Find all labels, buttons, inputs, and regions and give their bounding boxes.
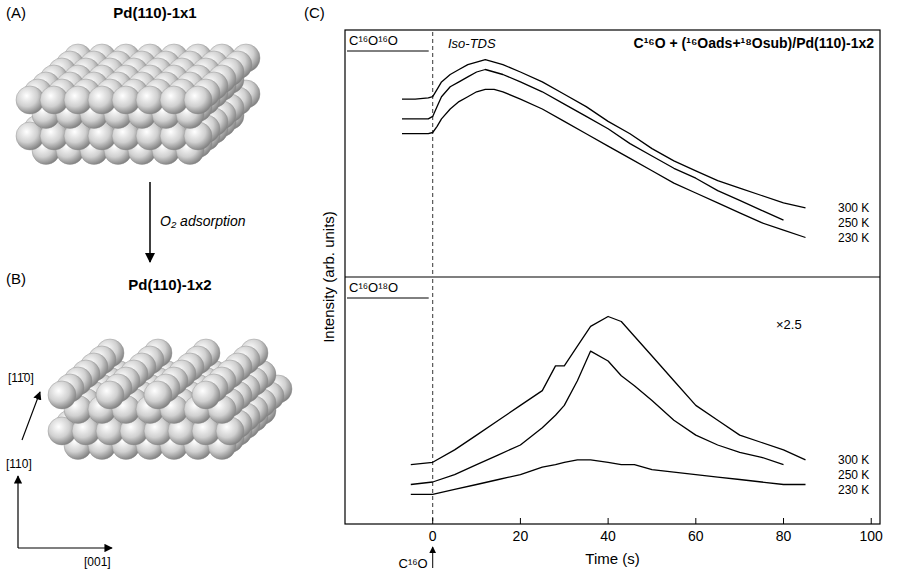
panel-title: C¹⁶O¹⁸O — [349, 280, 398, 295]
panel-letter: (C) — [304, 4, 325, 21]
x-tick — [432, 518, 433, 524]
x-tick-label: 100 — [860, 528, 884, 544]
series-label: 300 K — [838, 201, 869, 215]
atom — [192, 381, 220, 409]
x-tick — [520, 518, 521, 524]
x-tick-label: 80 — [776, 528, 792, 544]
panel-b: (B) Pd(110)-1x2 — [6, 270, 292, 460]
chart-title: C¹⁶O + (¹⁶Oads+¹⁸Osub)/Pd(110)-1x2 — [634, 35, 875, 51]
panel-title: Pd(110)-1x1 — [113, 4, 196, 21]
x-tick-label: 20 — [513, 528, 529, 544]
y-axis-title: Intensity (arb. units) — [320, 211, 337, 343]
atom — [96, 381, 124, 409]
dose-line — [432, 32, 433, 275]
series-label: 250 K — [838, 216, 869, 230]
dose-arrow — [432, 547, 433, 568]
dose-line — [432, 279, 433, 522]
scale-factor: ×2.5 — [776, 317, 802, 332]
series-group — [411, 317, 806, 495]
series-label: 300 K — [838, 453, 869, 467]
direction-arrow — [18, 547, 112, 548]
direction-arrow — [22, 392, 40, 440]
x-tick — [608, 518, 609, 524]
x-tick — [695, 518, 696, 524]
panel-title-rule — [347, 51, 429, 52]
atom — [40, 86, 68, 114]
atom — [16, 86, 44, 114]
x-tick-label: 60 — [688, 528, 704, 544]
trace — [402, 89, 806, 237]
subtitle: Iso-TDS — [448, 36, 496, 51]
series-label: 230 K — [838, 483, 869, 497]
arrow-label: O₂ adsorption — [160, 213, 246, 229]
panel-title-rule — [347, 298, 429, 299]
panel-letter: (B) — [6, 270, 26, 287]
trace — [402, 60, 806, 208]
x-tick-label: 40 — [600, 528, 616, 544]
panel-title: Pd(110)-1x2 — [128, 276, 211, 293]
x-tick — [871, 518, 872, 524]
direction-label: [110] — [6, 457, 32, 471]
dose-label: C¹⁶O — [399, 556, 428, 571]
panel-title: C¹⁶O¹⁶O — [349, 33, 398, 48]
trace — [411, 317, 806, 465]
series-label: 250 K — [838, 468, 869, 482]
figure: (A) Pd(110)-1x1 O₂ adsorption (B) Pd(110)-1x… — [0, 0, 906, 579]
series-group — [402, 60, 806, 238]
plot-frame — [345, 30, 880, 524]
atom — [48, 381, 76, 409]
trace — [411, 351, 784, 484]
atom — [144, 381, 172, 409]
panel-letter: (A) — [6, 4, 26, 21]
x-tick — [783, 518, 784, 524]
direction-label: [11̄0] — [8, 371, 34, 385]
trace — [411, 460, 806, 495]
direction-arrow — [17, 476, 18, 548]
process-arrow — [149, 182, 151, 262]
atom — [184, 86, 212, 114]
x-axis-title: Time (s) — [585, 550, 639, 567]
panel-a: (A) Pd(110)-1x1 — [6, 4, 260, 165]
direction-label: [001] — [84, 555, 111, 569]
trace — [402, 70, 784, 221]
x-tick-label: 0 — [429, 528, 437, 544]
panel-separator — [345, 276, 880, 277]
series-label: 230 K — [838, 231, 869, 245]
